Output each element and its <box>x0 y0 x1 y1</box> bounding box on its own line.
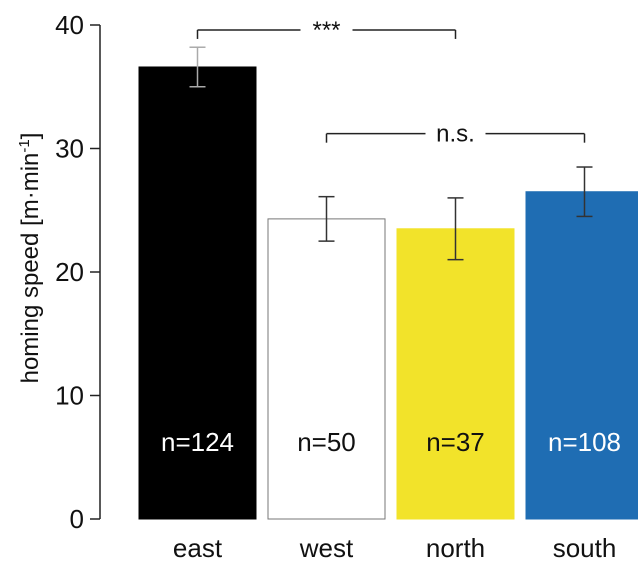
bars: n=124 east n=50 west n=37 north n=108 south <box>138 46 638 561</box>
n-label-south: n=108 <box>548 427 621 457</box>
category-label-south: south <box>553 533 617 561</box>
y-axis-label-dot: · <box>17 191 44 199</box>
y-axis-label-close: ] <box>17 133 44 140</box>
bar-east <box>138 66 257 520</box>
n-label-north: n=37 <box>426 427 485 457</box>
significance-brackets: *** n.s. <box>196 17 586 148</box>
bar-west <box>267 218 386 520</box>
category-label-north: north <box>426 533 485 561</box>
significance-0-label: *** <box>312 17 340 44</box>
y-tick-label-10: 10 <box>55 381 84 411</box>
y-axis: 0 10 20 30 40 <box>55 10 101 534</box>
category-label-east: east <box>173 533 223 561</box>
y-tick-label-40: 40 <box>55 10 84 40</box>
bar-north <box>396 228 515 520</box>
n-label-east: n=124 <box>161 427 234 457</box>
y-tick-label-30: 30 <box>55 134 84 164</box>
y-axis-label-superscript: -1 <box>16 139 33 152</box>
category-label-west: west <box>299 533 354 561</box>
y-tick-label-20: 20 <box>55 257 84 287</box>
bar-south <box>525 191 638 520</box>
y-tick-label-0: 0 <box>70 504 84 534</box>
y-axis-label-min: min <box>17 153 44 192</box>
n-label-west: n=50 <box>297 427 356 457</box>
y-axis-label-main: homing speed [m <box>17 199 44 383</box>
significance-1-label: n.s. <box>436 121 475 148</box>
y-axis-label: homing speed [m·min-1] <box>16 133 44 384</box>
